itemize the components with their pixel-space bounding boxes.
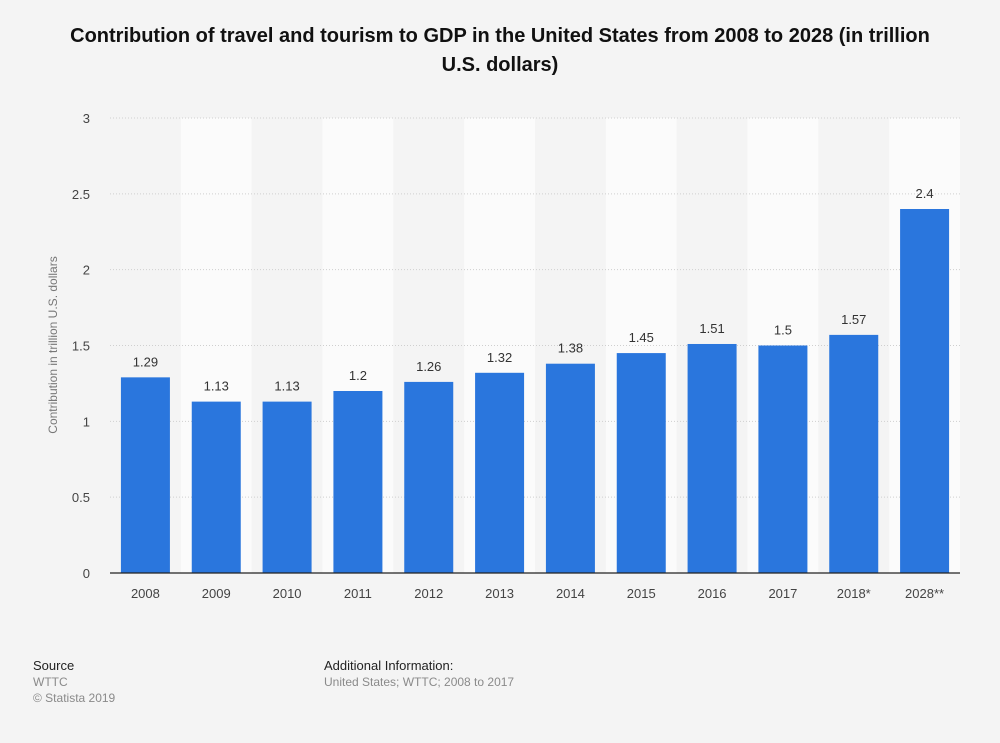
bar [829,334,879,573]
x-tick-label: 2012 [414,586,443,601]
x-tick-label: 2013 [485,586,514,601]
y-tick-label: 1 [83,414,90,429]
x-tick-label: 2009 [202,586,231,601]
copyright-text: © Statista 2019 [33,691,116,705]
additional-info-text: United States; WTTC; 2008 to 2017 [324,675,515,689]
chart-title: Contribution of travel and tourism to GD… [70,25,930,76]
x-tick-label: 2008 [131,586,160,601]
bar [191,401,241,573]
source-block: Source WTTC © Statista 2019 [33,658,115,706]
data-label: 1.26 [416,359,441,374]
data-label: 1.45 [629,330,654,345]
x-tick-label: 2017 [768,586,797,601]
data-label: 1.5 [774,323,792,338]
data-label: 1.57 [841,312,866,327]
x-tick-label: 2018* [837,586,871,601]
x-tick-label: 2016 [698,586,727,601]
y-tick-label: 3 [83,111,90,126]
x-tick-label: 2014 [556,586,585,601]
data-label: 2.4 [916,186,934,201]
x-tick-label: 2011 [344,586,372,601]
bar-chart: 0 0.5 1 1.5 2 2.5 3 1.29 2008 1.13 2009 1.13 2010 1.2… [46,111,960,601]
bar [475,372,525,573]
data-label: 1.29 [133,354,158,369]
data-label: 1.38 [558,341,583,356]
bar [262,401,312,573]
x-tick-label: 2028** [905,586,944,601]
source-name: WTTC [33,675,68,689]
y-tick-label: 2 [83,263,90,278]
bar [758,345,808,573]
bar [616,353,666,573]
x-tick-label: 2010 [273,586,302,601]
additional-info-heading: Additional Information: [324,658,454,673]
data-label: 1.32 [487,350,512,365]
y-axis-label: Contribution in trillion U.S. dollars [46,256,60,433]
data-label: 1.13 [274,379,299,394]
data-label: 1.51 [699,321,724,336]
x-tick-label: 2015 [627,586,656,601]
bar [900,209,950,573]
bar [120,377,170,573]
y-tick-label: 1.5 [72,339,90,354]
additional-info-block: Additional Information: United States; W… [324,658,514,690]
bar [687,343,737,573]
y-tick-label: 2.5 [72,187,90,202]
bar [333,391,383,573]
data-label: 1.13 [204,379,229,394]
bar [404,381,454,573]
data-label: 1.2 [349,368,367,383]
source-heading: Source [33,658,75,673]
bar [545,363,595,573]
y-tick-label: 0.5 [72,490,90,505]
y-tick-label: 0 [83,566,90,581]
